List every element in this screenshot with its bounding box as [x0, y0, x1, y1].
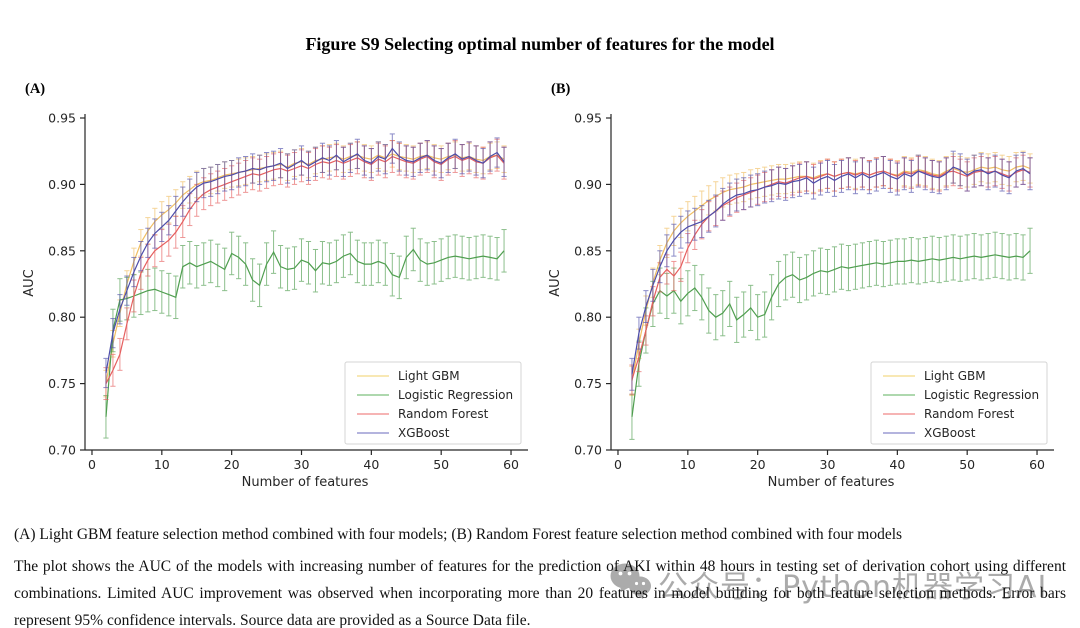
- y-tick-label: 0.75: [574, 376, 602, 391]
- series-random-forest: [629, 154, 1033, 395]
- line-logistic-regression: [631, 250, 1031, 417]
- chart-b: 0 10 20 30 40 50 60 0.70 0.75 0.80 0.85 0.90 0.95 Lig…: [574, 111, 1054, 472]
- line-logistic-regression: [105, 248, 505, 417]
- x-tick-label: 40: [889, 457, 905, 472]
- line-light-gbm: [631, 165, 1031, 382]
- error-bars-xgboost: [103, 133, 507, 389]
- x-tick-label: 40: [363, 457, 379, 472]
- legend-label: Logistic Regression: [398, 388, 513, 402]
- series-xgboost: [629, 150, 1033, 391]
- wechat-icon: [610, 563, 651, 599]
- legend: Light GBM Logistic Regression Random Fores…: [344, 361, 522, 445]
- y-tick-label: 0.85: [574, 243, 602, 258]
- panel-b: (B) AUC 0 10 20 30 40 50 60 0.70 0.75 0.80 0.85 0.9…: [526, 75, 1066, 515]
- panel-a-label: (A): [25, 81, 46, 97]
- caption-body: The plot shows the AUC of the models wit…: [14, 558, 1066, 628]
- figure-title: Figure S9 Selecting optimal number of fe…: [305, 34, 775, 54]
- error-bars-random-forest: [103, 138, 507, 401]
- y-tick-label: 0.90: [574, 177, 602, 192]
- x-tick-label: 30: [294, 457, 310, 472]
- legend-label: Light GBM: [924, 369, 986, 383]
- x-tick-label: 30: [820, 457, 836, 472]
- chart-a: 0 10 20 30 40 50 60 0.70 0.75 0.80 0.85 0.90 0.95 Lig…: [48, 111, 528, 472]
- x-tick-label: 20: [750, 457, 766, 472]
- legend-label: Random Forest: [398, 407, 489, 421]
- legend-label: Random Forest: [924, 407, 1015, 421]
- y-tick-label: 0.95: [48, 111, 76, 126]
- panel-b-label: (B): [551, 81, 571, 97]
- series-xgboost: [103, 133, 507, 389]
- error-bars-random-forest: [629, 154, 1033, 395]
- legend-label: Light GBM: [398, 369, 460, 383]
- figure-caption: (A) Light GBM feature selection method c…: [14, 526, 1066, 628]
- panel-a-x-axis-label: Number of features: [241, 475, 369, 490]
- y-tick-label: 0.80: [574, 310, 602, 325]
- series-light-gbm: [103, 140, 507, 398]
- watermark-text: 公众号：Python机器学习AI: [658, 570, 1048, 605]
- y-tick-label: 0.70: [574, 443, 602, 458]
- x-tick-label: 10: [154, 457, 170, 472]
- legend-label: XGBoost: [398, 426, 450, 440]
- y-tick-label: 0.70: [48, 443, 76, 458]
- series-random-forest: [103, 138, 507, 401]
- x-tick-label: 0: [88, 457, 96, 472]
- x-tick-label: 60: [1029, 457, 1045, 472]
- x-tick-label: 0: [614, 457, 622, 472]
- x-tick-label: 10: [680, 457, 696, 472]
- line-random-forest: [631, 169, 1031, 380]
- legend: Light GBM Logistic Regression Random Fores…: [870, 361, 1048, 445]
- x-tick-label: 50: [433, 457, 449, 472]
- caption-subpanel-line: (A) Light GBM feature selection method c…: [14, 526, 903, 543]
- line-light-gbm: [105, 153, 505, 384]
- x-tick-label: 50: [959, 457, 975, 472]
- y-tick-label: 0.80: [48, 310, 76, 325]
- panel-b-x-axis-label: Number of features: [767, 475, 895, 490]
- line-xgboost: [631, 166, 1031, 375]
- series-logistic-regression: [629, 227, 1033, 440]
- legend-label: Logistic Regression: [924, 388, 1039, 402]
- y-tick-label: 0.75: [48, 376, 76, 391]
- error-bars-light-gbm: [103, 140, 507, 398]
- y-tick-label: 0.95: [574, 111, 602, 126]
- line-random-forest: [105, 154, 505, 384]
- error-bars-light-gbm: [629, 150, 1033, 397]
- x-tick-label: 60: [503, 457, 519, 472]
- x-tick-label: 20: [224, 457, 240, 472]
- panel-a: (A) AUC 0 10 20 30 40 50 60 0.70 0.75 0.80 0.85 0.9…: [0, 75, 540, 515]
- line-xgboost: [105, 147, 505, 374]
- series-light-gbm: [629, 150, 1033, 397]
- y-tick-label: 0.85: [48, 243, 76, 258]
- watermark: 公众号：Python机器学习AI: [610, 562, 1047, 606]
- y-tick-label: 0.90: [48, 177, 76, 192]
- legend-label: XGBoost: [924, 426, 976, 440]
